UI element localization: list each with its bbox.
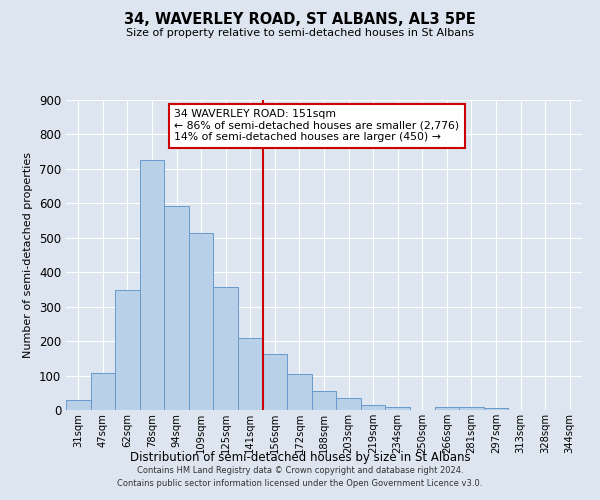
Bar (91, 373, 115, 410)
Text: Contains HM Land Registry data © Crown copyright and database right 2024.
Contai: Contains HM Land Registry data © Crown c… (118, 466, 482, 487)
Text: Distribution of semi-detached houses by size in St Albans: Distribution of semi-detached houses by … (130, 451, 470, 464)
Y-axis label: Number of semi-detached properties: Number of semi-detached properties (23, 152, 34, 358)
Bar (361, 405, 385, 410)
Bar (214, 286, 238, 410)
Text: 34 WAVERLEY ROAD: 151sqm
← 86% of semi-detached houses are smaller (2,776)
14% o: 34 WAVERLEY ROAD: 151sqm ← 86% of semi-d… (175, 110, 460, 142)
Bar (336, 398, 361, 410)
Bar (189, 234, 214, 410)
Bar (66, 400, 91, 410)
Text: Size of property relative to semi-detached houses in St Albans: Size of property relative to semi-detach… (126, 28, 474, 38)
Bar (484, 408, 508, 410)
Bar (312, 392, 336, 410)
Bar (385, 406, 410, 410)
Text: 34, WAVERLEY ROAD, ST ALBANS, AL3 5PE: 34, WAVERLEY ROAD, ST ALBANS, AL3 5PE (124, 12, 476, 28)
Bar (140, 160, 164, 410)
Bar (164, 206, 189, 410)
Bar (434, 406, 459, 410)
Bar (459, 406, 484, 410)
Bar (263, 354, 287, 410)
Bar (238, 338, 263, 410)
Bar (115, 290, 140, 410)
Bar (287, 374, 312, 410)
